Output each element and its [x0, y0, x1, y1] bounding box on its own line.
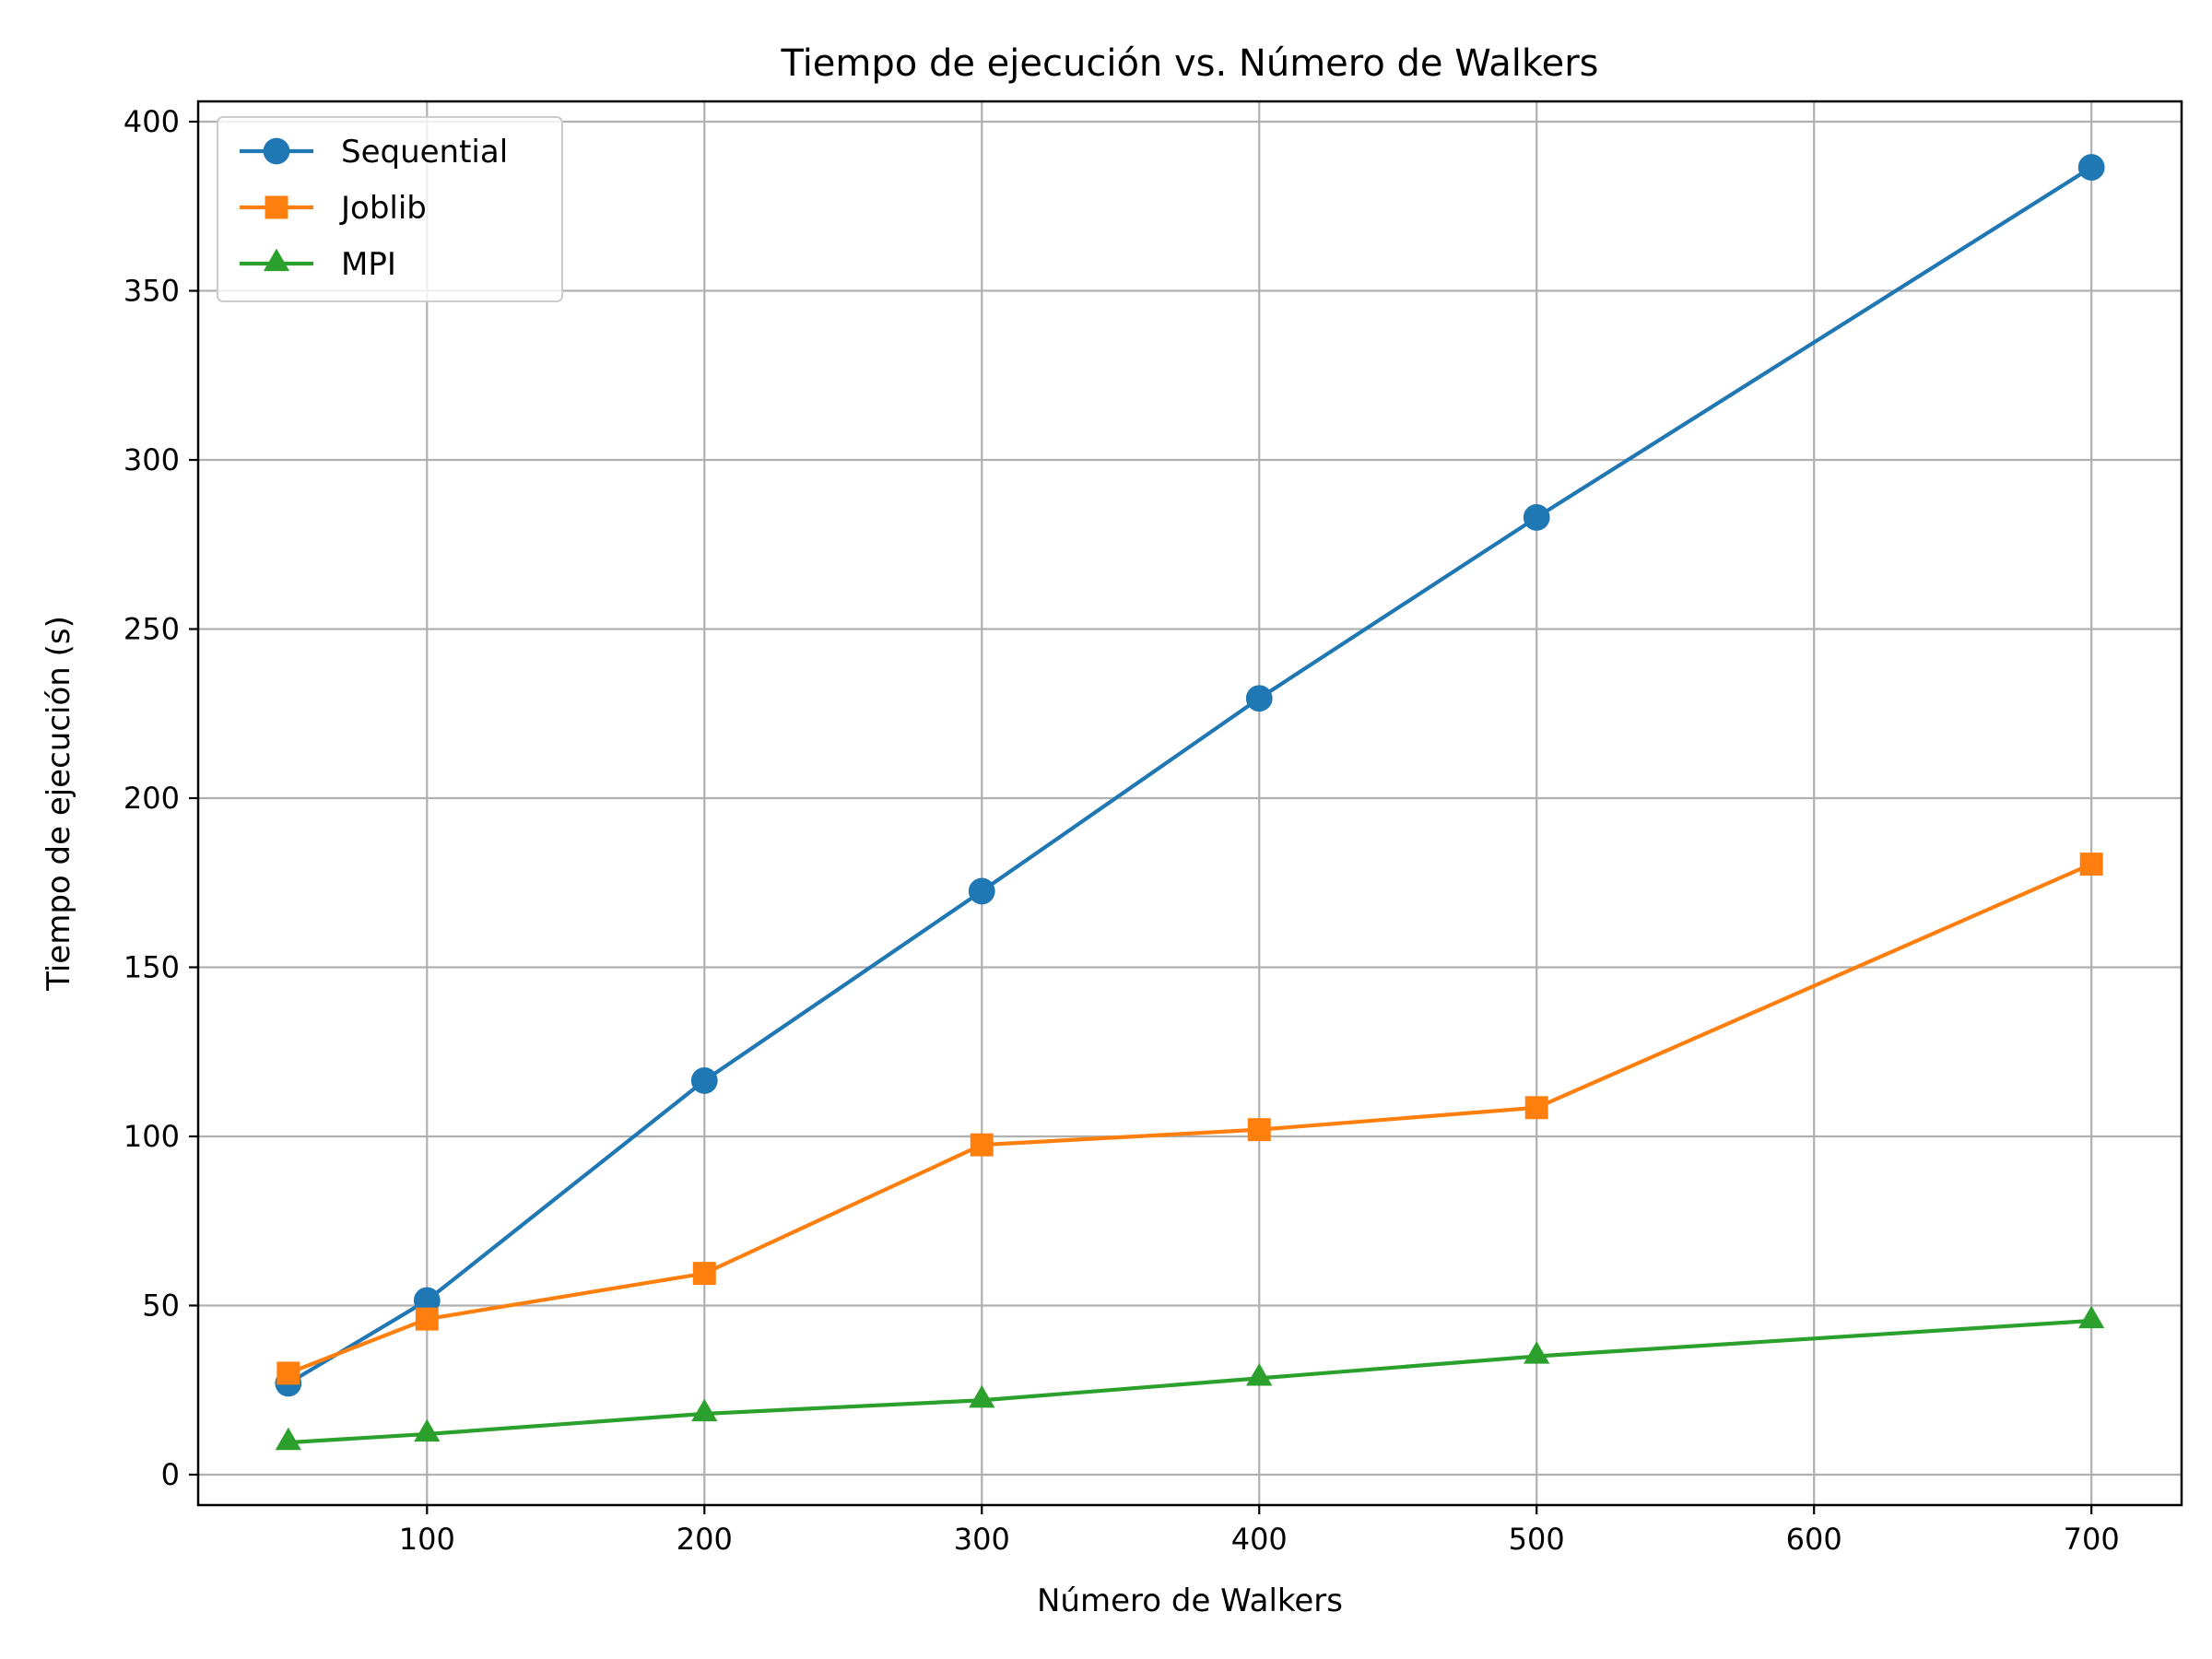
data-point: [415, 1307, 439, 1331]
data-point: [2079, 853, 2103, 877]
y-tick-label: 0: [161, 1457, 180, 1492]
data-point: [1524, 1341, 1550, 1364]
data-point: [414, 1418, 441, 1442]
data-point: [968, 877, 995, 905]
x-tick-label: 600: [1786, 1522, 1842, 1557]
data-point: [276, 1361, 300, 1385]
x-tick-label: 400: [1231, 1522, 1288, 1557]
data-point: [1523, 503, 1550, 531]
data-point: [691, 1398, 718, 1422]
data-point: [1524, 1096, 1548, 1120]
y-tick-label: 250: [124, 612, 180, 647]
x-tick-label: 100: [399, 1522, 455, 1557]
x-tick-label: 700: [2064, 1522, 2120, 1557]
axis-ticks: 100 200 300 400 500 600 700 0 50 100 150 200 250 300 3…: [124, 104, 2120, 1557]
y-tick-label: 50: [142, 1288, 180, 1323]
y-tick-label: 350: [124, 274, 180, 309]
y-tick-label: 100: [124, 1119, 180, 1154]
y-tick-label: 300: [124, 442, 180, 477]
legend-box: [217, 116, 563, 302]
y-axis-label: Tiempo de ejecución (s): [41, 616, 77, 992]
data-point: [1246, 1363, 1273, 1386]
y-tick-label: 150: [124, 949, 180, 984]
data-point: [1247, 1118, 1271, 1142]
legend-item-sequential: Sequential: [240, 134, 508, 171]
legend-label: Sequential: [341, 134, 508, 171]
legend: Sequential Joblib MPI: [217, 116, 563, 302]
x-tick-label: 500: [1509, 1522, 1565, 1557]
data-point: [2077, 154, 2105, 181]
grid-lines: [198, 101, 2182, 1505]
data-point: [413, 1287, 441, 1314]
legend-label: Joblib: [339, 190, 427, 227]
data-point: [275, 1427, 301, 1451]
x-tick-label: 300: [954, 1522, 1010, 1557]
data-point: [970, 1133, 994, 1157]
x-tick-label: 200: [677, 1522, 733, 1557]
legend-swatch-marker: [265, 195, 288, 219]
legend-label: MPI: [341, 246, 396, 283]
series-group: [275, 154, 2105, 1451]
chart-title: Tiempo de ejecución vs. Número de Walker…: [780, 42, 1598, 85]
data-point: [2078, 1305, 2105, 1329]
series-sequential: [275, 154, 2105, 1397]
x-axis-label: Número de Walkers: [1037, 1583, 1343, 1619]
series-mpi: [275, 1305, 2105, 1451]
legend-item-mpi: MPI: [240, 246, 396, 283]
y-tick-label: 200: [124, 781, 180, 816]
series-joblib: [276, 853, 2103, 1385]
y-tick-label: 400: [124, 104, 180, 139]
data-point: [1245, 685, 1273, 712]
data-point: [969, 1384, 995, 1408]
legend-swatch-marker: [263, 137, 290, 165]
legend-item-joblib: Joblib: [240, 190, 427, 227]
data-point: [692, 1262, 716, 1286]
plot-frame: [196, 100, 2183, 1507]
data-point: [690, 1067, 718, 1094]
legend-swatch-marker: [263, 248, 290, 272]
